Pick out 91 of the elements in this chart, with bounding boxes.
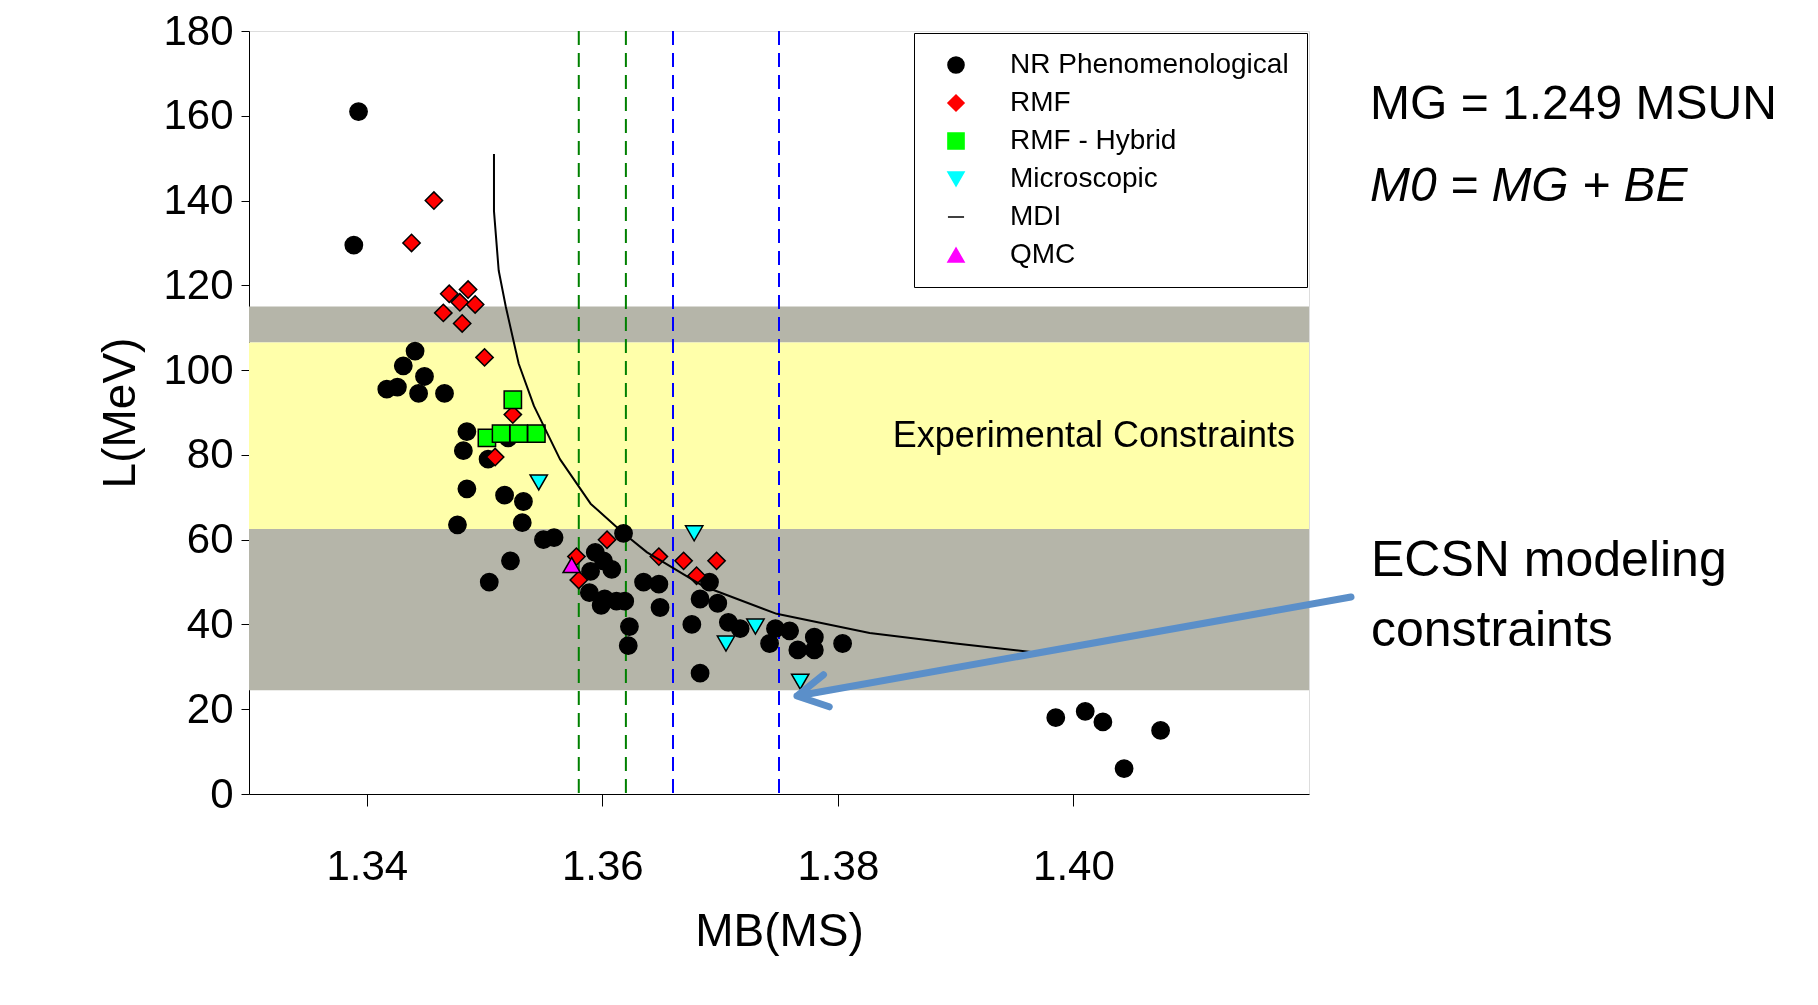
- point: [439, 284, 459, 304]
- point: [690, 663, 710, 683]
- point: [581, 562, 600, 581]
- point: [650, 598, 670, 617]
- point: [746, 618, 765, 635]
- point: [491, 424, 511, 444]
- point: [674, 551, 694, 571]
- text: ECSN modeling constraints: [1371, 531, 1727, 657]
- y-tick-label: 80: [186, 430, 234, 478]
- point: [415, 367, 434, 386]
- point: [682, 615, 702, 634]
- x-tick-label: 1.38: [797, 841, 880, 889]
- point: [448, 515, 467, 535]
- point: [495, 485, 514, 505]
- point: [344, 235, 364, 255]
- x-tick-label: 1.34: [326, 841, 409, 889]
- point: [634, 572, 653, 592]
- y-tick-label: 40: [186, 599, 234, 647]
- point: [1046, 708, 1066, 728]
- point: [602, 559, 622, 579]
- text: M0 = MG + BE: [1370, 158, 1689, 211]
- legend-label: Microscopic: [1010, 162, 1158, 193]
- point: [780, 621, 800, 641]
- point: [690, 589, 710, 609]
- point: [620, 617, 639, 636]
- legend-label: RMF: [1010, 86, 1071, 117]
- point: [349, 102, 368, 121]
- point: [708, 593, 728, 613]
- point: [509, 424, 529, 444]
- point: [569, 570, 589, 590]
- point: [804, 640, 824, 660]
- y-tick-label: 160: [163, 91, 234, 139]
- x-tick-label: 1.36: [561, 841, 644, 889]
- point: [684, 525, 704, 542]
- y-tick-label: 100: [163, 345, 234, 393]
- y-tick-label: 120: [163, 260, 234, 308]
- legend-label: MDI: [1010, 200, 1062, 231]
- point: [618, 636, 638, 656]
- point: [730, 619, 750, 639]
- point: [453, 441, 473, 461]
- point: [579, 583, 599, 603]
- point: [1151, 721, 1171, 740]
- point: [405, 341, 425, 361]
- point: [457, 422, 477, 441]
- point: [393, 356, 413, 376]
- point: [450, 292, 470, 312]
- y-tick-label: 20: [186, 684, 234, 732]
- point: [435, 384, 454, 403]
- point: [788, 640, 808, 660]
- point: [716, 635, 736, 652]
- point: [465, 295, 485, 314]
- point: [544, 528, 564, 547]
- point: [458, 280, 478, 299]
- point: [514, 492, 533, 511]
- point: [526, 424, 546, 444]
- text: MG = 1.249 MSUN: [1370, 76, 1777, 129]
- point: [475, 347, 494, 367]
- point: [707, 551, 726, 571]
- point: [597, 530, 617, 550]
- point: [409, 384, 429, 403]
- point: [649, 574, 669, 594]
- x-axis-title: MB(MS): [695, 903, 864, 956]
- point: [424, 191, 444, 210]
- point: [452, 314, 472, 333]
- point: [790, 673, 810, 690]
- y-tick-label: 140: [163, 176, 234, 224]
- y-tick-label: 60: [186, 515, 234, 563]
- point: [387, 377, 407, 397]
- legend-label: QMC: [1010, 238, 1076, 269]
- point: [760, 634, 779, 653]
- point: [833, 634, 853, 653]
- point: [501, 551, 520, 571]
- point: [485, 447, 505, 467]
- point: [479, 572, 499, 592]
- point: [402, 233, 421, 253]
- point: [512, 513, 532, 533]
- point: [1093, 712, 1113, 732]
- y-axis-title: L(MeV): [93, 337, 146, 489]
- legend-label: NR Phenomenological: [1010, 48, 1289, 79]
- point: [457, 479, 477, 499]
- legend-label: RMF - Hybrid: [1010, 124, 1177, 155]
- point: [1075, 701, 1095, 721]
- y-tick-label: 0: [210, 769, 234, 817]
- y-tick-label: 180: [163, 6, 234, 54]
- band-label: Experimental Constraints: [892, 413, 1295, 455]
- x-tick-label: 1.40: [1033, 841, 1115, 889]
- point: [503, 390, 523, 410]
- point: [529, 474, 549, 491]
- point: [562, 556, 582, 574]
- point: [1114, 759, 1134, 778]
- point: [433, 303, 453, 323]
